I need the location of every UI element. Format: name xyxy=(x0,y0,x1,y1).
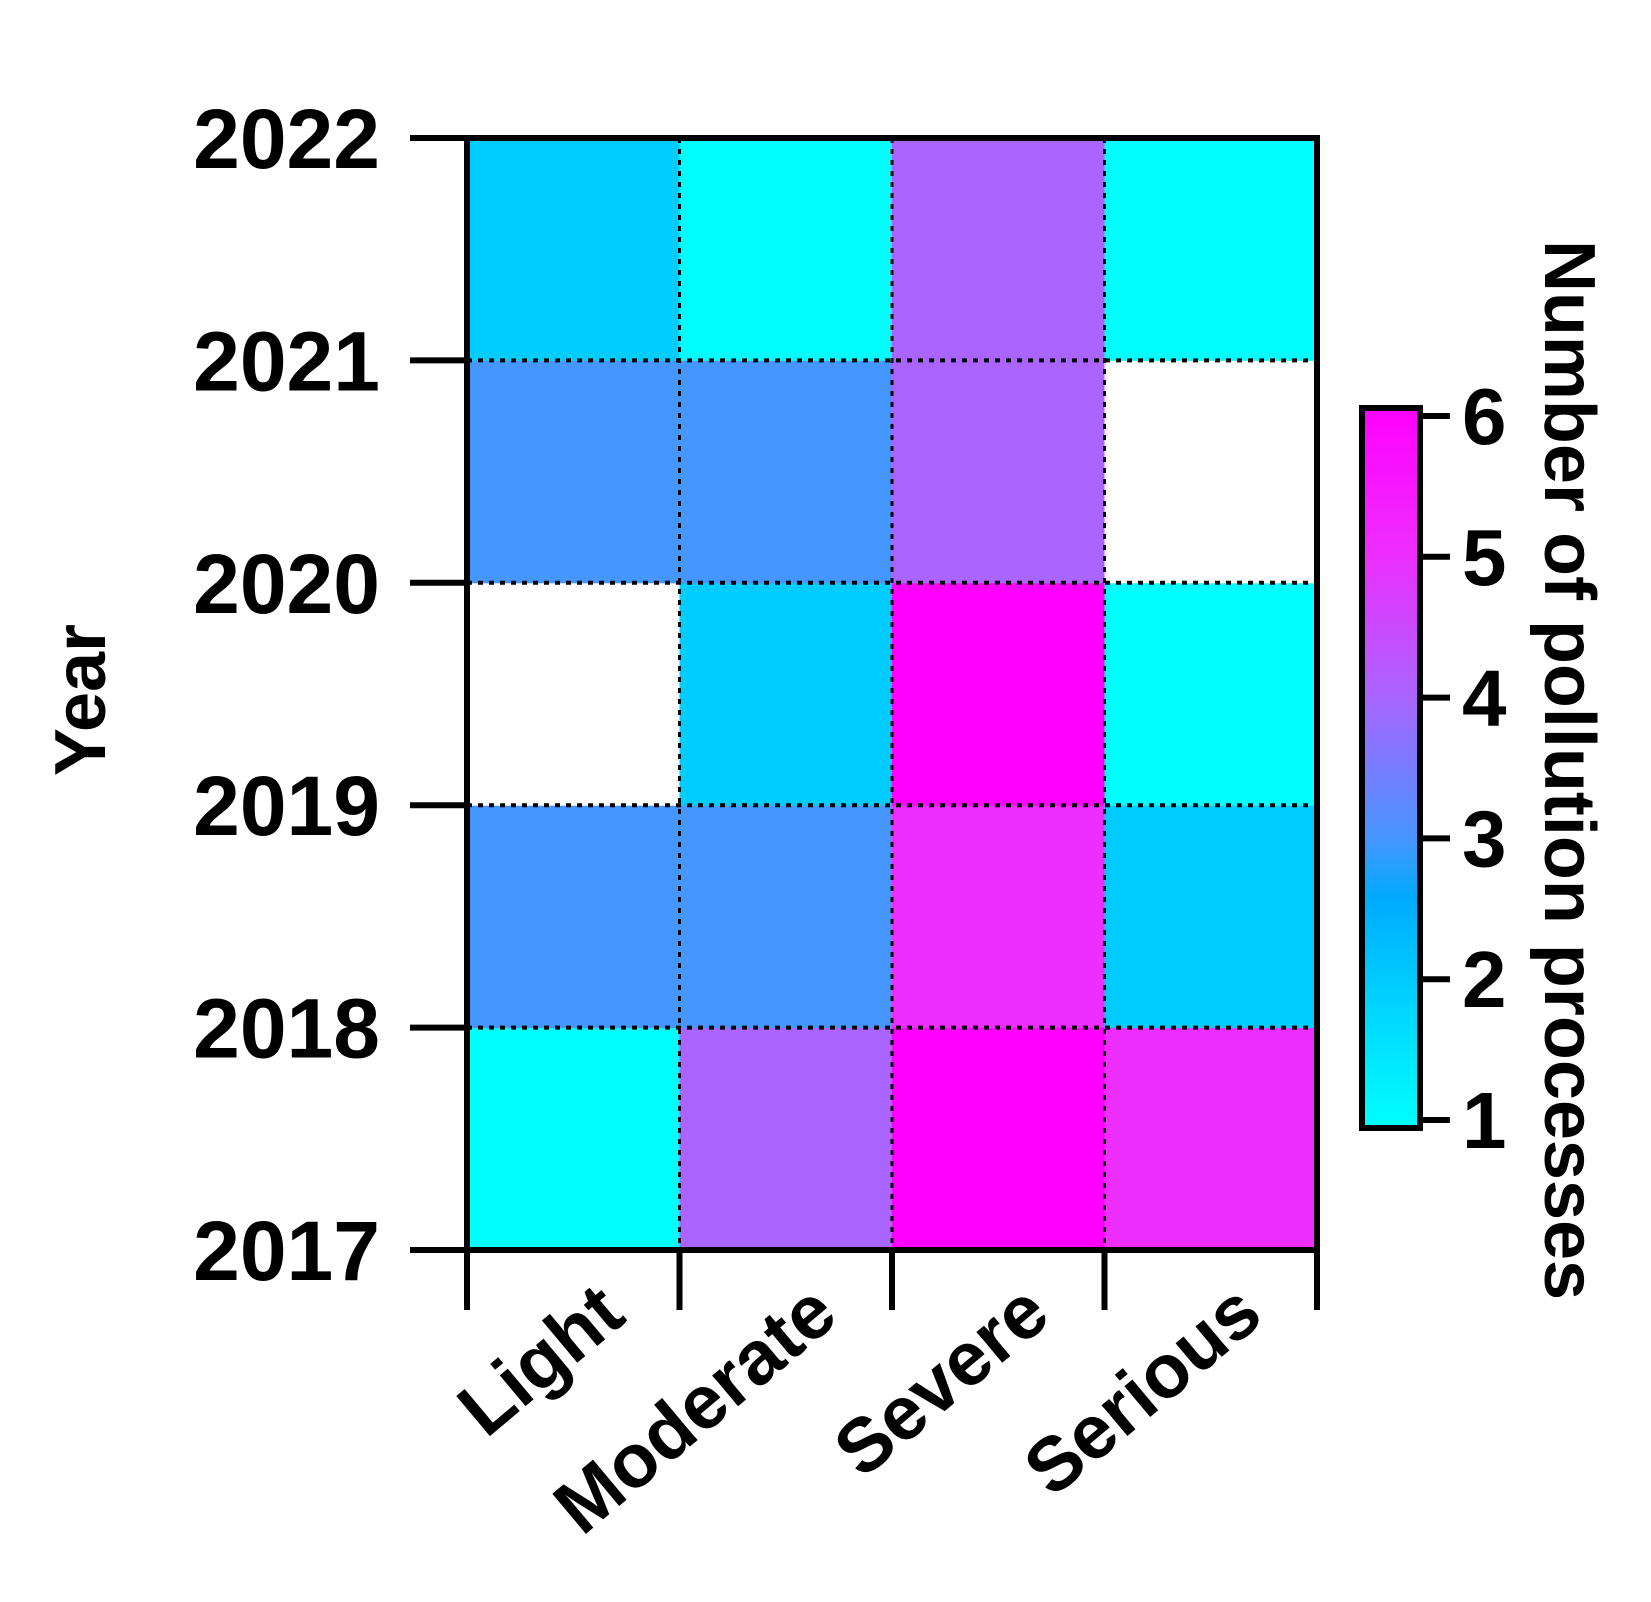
y-tick-label: 2018 xyxy=(193,982,380,1076)
colorbar-tick-label: 5 xyxy=(1462,513,1507,602)
y-tick-label: 2022 xyxy=(193,92,380,186)
heatmap-cell xyxy=(467,138,680,361)
y-tick-label: 2021 xyxy=(193,314,380,408)
heatmap-cell xyxy=(467,1027,680,1251)
heatmap-cell xyxy=(679,582,893,806)
heatmap-cells xyxy=(467,138,1318,1251)
grid-lines xyxy=(467,138,1317,1250)
heatmap-cell xyxy=(679,805,893,1029)
colorbar-tick-label: 1 xyxy=(1462,1076,1507,1165)
y-axis-label: Year xyxy=(41,624,121,776)
heatmap-cell xyxy=(467,360,680,584)
heatmap-cell xyxy=(679,360,893,584)
y-tick-labels: 2017 2018 2019 2020 2021 2022 xyxy=(193,92,380,1298)
colorbar-label: Number of pollution processes xyxy=(1529,240,1609,1300)
heatmap-cell xyxy=(892,1027,1105,1251)
colorbar-tick-label: 3 xyxy=(1462,794,1507,883)
heatmap-cell xyxy=(1104,1027,1318,1251)
heatmap-cell xyxy=(467,582,680,806)
colorbar-tick-label: 2 xyxy=(1462,935,1507,1024)
heatmap-cell xyxy=(679,1027,893,1251)
colorbar-tick-label: 6 xyxy=(1462,372,1507,461)
x-tick-label: Serious xyxy=(1008,1268,1276,1512)
colorbar-gradient xyxy=(1359,405,1423,1131)
heatmap-cell xyxy=(1104,360,1318,584)
heatmap-cell xyxy=(1104,582,1318,806)
heatmap-cell xyxy=(467,805,680,1029)
heatmap-cell xyxy=(1104,138,1318,361)
y-tick-label: 2020 xyxy=(193,537,380,631)
y-tick-label: 2019 xyxy=(193,759,380,853)
heatmap-cell xyxy=(1104,805,1318,1029)
heatmap-cell xyxy=(892,805,1105,1029)
colorbar-tick-label: 4 xyxy=(1462,654,1507,743)
colorbar: 1 2 3 4 5 6 xyxy=(1359,372,1507,1165)
heatmap-cell xyxy=(892,582,1105,806)
heatmap-cell xyxy=(892,138,1105,361)
y-tick-label: 2017 xyxy=(193,1204,380,1298)
axes xyxy=(410,135,1320,1310)
heatmap-cell xyxy=(679,138,893,361)
heatmap-cell xyxy=(892,360,1105,584)
